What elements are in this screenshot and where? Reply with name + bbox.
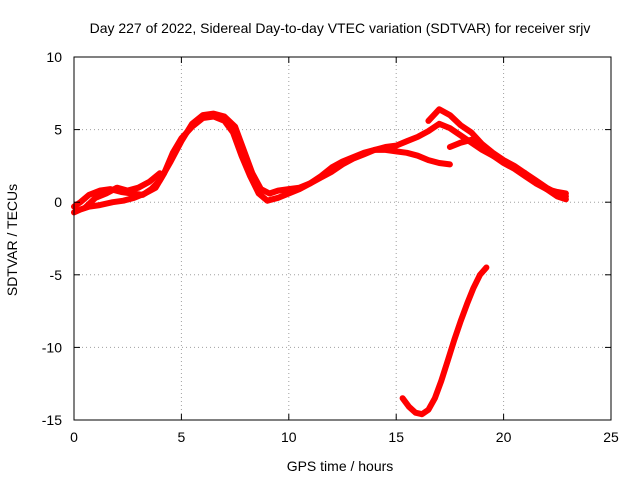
series-line-trace-upper-right [425, 106, 569, 200]
y-tick-label: 10 [46, 49, 62, 65]
series-line-trace-dip [399, 264, 490, 418]
x-tick-label: 10 [281, 429, 297, 445]
series-line-trace-mid [81, 170, 163, 211]
series-line-trace-bump-right [446, 136, 569, 203]
y-tick-label: 5 [54, 122, 62, 138]
plot-frame [73, 56, 612, 421]
chart-title: Day 227 of 2022, Sidereal Day-to-day VTE… [90, 20, 591, 36]
y-tick-label: 0 [54, 194, 62, 210]
ticks: 0 5 10 15 20 25 -15 -10 -5 0 5 10 [42, 49, 619, 445]
x-tick-label: 0 [70, 429, 78, 445]
series-layer [71, 106, 569, 418]
series-line-trace-high-start [71, 110, 453, 210]
x-tick-label: 5 [178, 429, 186, 445]
series-line-trace-low-start [71, 113, 569, 216]
y-tick-label: -5 [50, 267, 63, 283]
x-tick-label: 25 [603, 429, 619, 445]
y-axis-label: SDTVAR / TECUs [4, 184, 20, 296]
grid [74, 57, 611, 420]
x-tick-label: 20 [496, 429, 512, 445]
y-tick-label: -10 [42, 339, 62, 355]
y-tick-label: -15 [42, 412, 62, 428]
x-axis-label: GPS time / hours [287, 458, 394, 474]
x-tick-label: 15 [388, 429, 404, 445]
